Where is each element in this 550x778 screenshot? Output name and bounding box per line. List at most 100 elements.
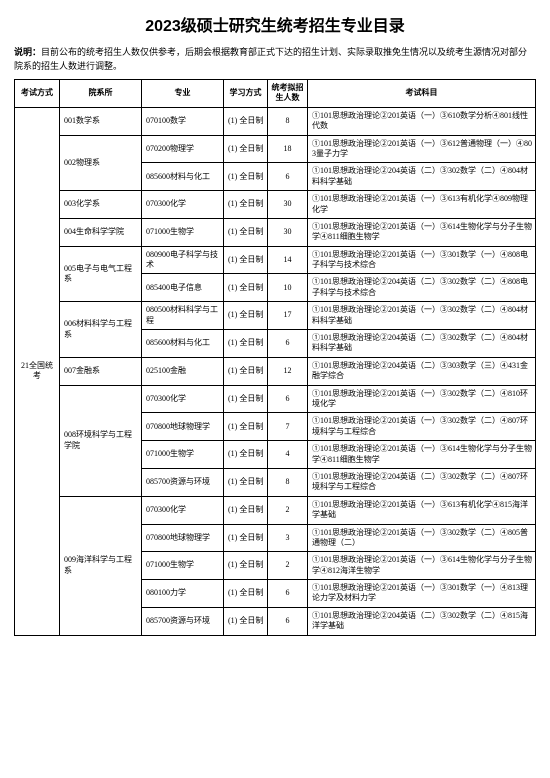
table-row: 006材料科学与工程系080500材料科学与工程(1) 全日制17①101思想政…: [15, 302, 536, 330]
cell-major: 070800地球物理学: [142, 413, 224, 441]
cell-subjects: ①101思想政治理论②201英语（一）③610数学分析④801线性代数: [308, 107, 536, 135]
cell-dept: 001数学系: [60, 107, 142, 135]
cell-study-mode: (1) 全日制: [224, 302, 268, 330]
cell-study-mode: (1) 全日制: [224, 163, 268, 191]
cell-count: 30: [268, 191, 308, 219]
cell-count: 4: [268, 441, 308, 469]
cell-major: 070300化学: [142, 496, 224, 524]
table-row: 009海洋科学与工程系070300化学(1) 全日制2①101思想政治理论②20…: [15, 496, 536, 524]
cell-major: 085600材料与化工: [142, 163, 224, 191]
cell-count: 2: [268, 496, 308, 524]
cell-major: 085700资源与环境: [142, 607, 224, 635]
table-row: 002物理系070200物理学(1) 全日制18①101思想政治理论②201英语…: [15, 135, 536, 163]
cell-dept: 005电子与电气工程系: [60, 246, 142, 302]
table-row: 005电子与电气工程系080900电子科学与技术(1) 全日制14①101思想政…: [15, 246, 536, 274]
cell-study-mode: (1) 全日制: [224, 107, 268, 135]
cell-count: 2: [268, 552, 308, 580]
note-text: 目前公布的统考招生人数仅供参考，后期会根据教育部正式下达的招生计划、实际录取推免…: [14, 47, 527, 71]
cell-subjects: ①101思想政治理论②204英语（二）③302数学（二）④804材料科学基础: [308, 163, 536, 191]
cell-major: 071000生物学: [142, 441, 224, 469]
th-subjects: 考试科目: [308, 80, 536, 108]
cell-count: 8: [268, 468, 308, 496]
cell-study-mode: (1) 全日制: [224, 191, 268, 219]
cell-count: 7: [268, 413, 308, 441]
cell-study-mode: (1) 全日制: [224, 496, 268, 524]
cell-major: 085700资源与环境: [142, 468, 224, 496]
cell-major: 080500材料科学与工程: [142, 302, 224, 330]
table-row: 003化学系070300化学(1) 全日制30①101思想政治理论②201英语（…: [15, 191, 536, 219]
cell-count: 14: [268, 246, 308, 274]
cell-subjects: ①101思想政治理论②204英语（二）③303数学（三）④431金融学综合: [308, 357, 536, 385]
cell-major: 070200物理学: [142, 135, 224, 163]
cell-major: 080900电子科学与技术: [142, 246, 224, 274]
table-row: 008环境科学与工程学院070300化学(1) 全日制6①101思想政治理论②2…: [15, 385, 536, 413]
table-header-row: 考试方式 院系所 专业 学习方式 统考拟招生人数 考试科目: [15, 80, 536, 108]
cell-subjects: ①101思想政治理论②201英语（一）③612普通物理（一）④803量子力学: [308, 135, 536, 163]
cell-dept: 009海洋科学与工程系: [60, 496, 142, 635]
cell-major: 071000生物学: [142, 552, 224, 580]
cell-subjects: ①101思想政治理论②201英语（一）③613有机化学④815海洋学基础: [308, 496, 536, 524]
cell-count: 6: [268, 330, 308, 358]
cell-major: 070300化学: [142, 191, 224, 219]
cell-study-mode: (1) 全日制: [224, 246, 268, 274]
cell-count: 6: [268, 607, 308, 635]
table-row: 004生命科学学院071000生物学(1) 全日制30①101思想政治理论②20…: [15, 218, 536, 246]
cell-dept: 004生命科学学院: [60, 218, 142, 246]
cell-subjects: ①101思想政治理论②201英语（一）③302数学（二）④804材料科学基础: [308, 302, 536, 330]
cell-subjects: ①101思想政治理论②204英语（二）③302数学（二）④804材料科学基础: [308, 330, 536, 358]
cell-count: 6: [268, 580, 308, 608]
table-row: 007金融系025100金融(1) 全日制12①101思想政治理论②204英语（…: [15, 357, 536, 385]
cell-study-mode: (1) 全日制: [224, 357, 268, 385]
cell-subjects: ①101思想政治理论②204英语（二）③302数学（二）④815海洋学基础: [308, 607, 536, 635]
cell-subjects: ①101思想政治理论②201英语（一）③302数学（二）④810环境化学: [308, 385, 536, 413]
cell-dept: 003化学系: [60, 191, 142, 219]
cell-count: 18: [268, 135, 308, 163]
cell-major: 080100力学: [142, 580, 224, 608]
th-study-mode: 学习方式: [224, 80, 268, 108]
note-label: 说明：: [14, 47, 41, 57]
cell-subjects: ①101思想政治理论②201英语（一）③614生物化学与分子生物学④812海洋生…: [308, 552, 536, 580]
catalog-table: 考试方式 院系所 专业 学习方式 统考拟招生人数 考试科目 21全国统考001数…: [14, 79, 536, 636]
cell-study-mode: (1) 全日制: [224, 218, 268, 246]
cell-count: 6: [268, 163, 308, 191]
cell-subjects: ①101思想政治理论②204英语（二）③302数学（二）④807环境科学与工程综…: [308, 468, 536, 496]
cell-study-mode: (1) 全日制: [224, 274, 268, 302]
cell-study-mode: (1) 全日制: [224, 413, 268, 441]
cell-subjects: ①101思想政治理论②201英语（一）③301数学（一）④813理论力学及材料力…: [308, 580, 536, 608]
cell-count: 12: [268, 357, 308, 385]
cell-count: 6: [268, 385, 308, 413]
cell-study-mode: (1) 全日制: [224, 607, 268, 635]
cell-study-mode: (1) 全日制: [224, 524, 268, 552]
cell-study-mode: (1) 全日制: [224, 385, 268, 413]
cell-major: 085600材料与化工: [142, 330, 224, 358]
th-count: 统考拟招生人数: [268, 80, 308, 108]
cell-exam-mode: 21全国统考: [15, 107, 60, 635]
cell-major: 025100金融: [142, 357, 224, 385]
cell-subjects: ①101思想政治理论②201英语（一）③302数学（二）④807环境科学与工程综…: [308, 413, 536, 441]
cell-study-mode: (1) 全日制: [224, 468, 268, 496]
cell-study-mode: (1) 全日制: [224, 580, 268, 608]
cell-study-mode: (1) 全日制: [224, 330, 268, 358]
cell-subjects: ①101思想政治理论②204英语（二）③302数学（二）④808电子科学与技术综…: [308, 274, 536, 302]
cell-count: 30: [268, 218, 308, 246]
note: 说明：目前公布的统考招生人数仅供参考，后期会根据教育部正式下达的招生计划、实际录…: [14, 46, 536, 73]
cell-major: 070100数学: [142, 107, 224, 135]
cell-dept: 008环境科学与工程学院: [60, 385, 142, 496]
cell-count: 17: [268, 302, 308, 330]
cell-subjects: ①101思想政治理论②201英语（一）③614生物化学与分子生物学④811细胞生…: [308, 218, 536, 246]
cell-dept: 006材料科学与工程系: [60, 302, 142, 358]
cell-study-mode: (1) 全日制: [224, 552, 268, 580]
cell-subjects: ①101思想政治理论②201英语（一）③302数学（二）④805普通物理（二）: [308, 524, 536, 552]
cell-major: 070800地球物理学: [142, 524, 224, 552]
page-title: 2023级硕士研究生统考招生专业目录: [14, 12, 536, 36]
cell-major: 071000生物学: [142, 218, 224, 246]
cell-count: 10: [268, 274, 308, 302]
cell-major: 070300化学: [142, 385, 224, 413]
th-dept: 院系所: [60, 80, 142, 108]
th-major: 专业: [142, 80, 224, 108]
cell-study-mode: (1) 全日制: [224, 441, 268, 469]
cell-dept: 002物理系: [60, 135, 142, 191]
cell-dept: 007金融系: [60, 357, 142, 385]
cell-count: 3: [268, 524, 308, 552]
th-exam-mode: 考试方式: [15, 80, 60, 108]
